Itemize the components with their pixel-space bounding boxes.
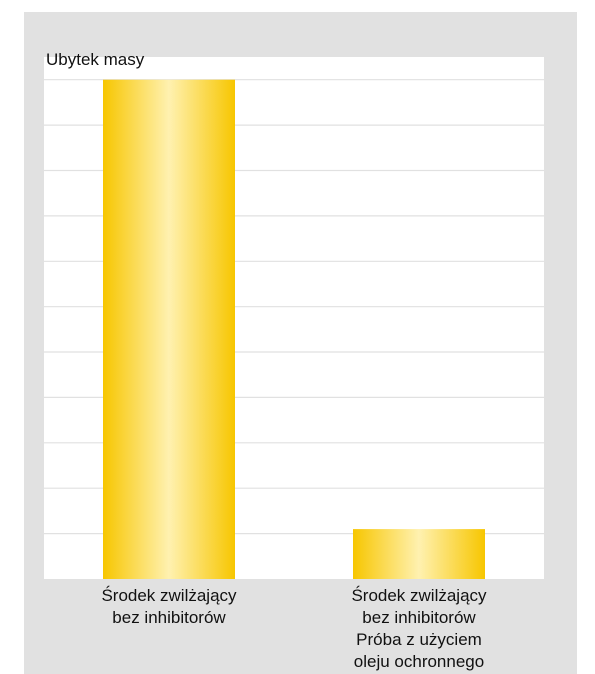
category-label-line: Środek zwilżający	[351, 586, 487, 605]
category-label-line: bez inhibitorów	[362, 608, 476, 627]
bar-2	[353, 529, 485, 579]
y-axis-label: Ubytek masy	[46, 50, 145, 69]
category-label-line: Próba z użyciem	[356, 630, 482, 649]
bar-1	[103, 79, 235, 579]
bars	[103, 79, 485, 579]
category-label-line: bez inhibitorów	[112, 608, 226, 627]
bar-chart: Ubytek masy Środek zwilżający bez inhibit…	[44, 50, 544, 671]
category-label-line: Środek zwilżający	[101, 586, 237, 605]
category-label-2: Środek zwilżający bez inhibitorów Próba z …	[351, 586, 487, 671]
chart-frame: Ubytek masy Środek zwilżający bez inhibit…	[24, 12, 577, 674]
category-label-line: oleju ochronnego	[354, 652, 484, 671]
category-label-1: Środek zwilżający bez inhibitorów	[101, 586, 237, 627]
